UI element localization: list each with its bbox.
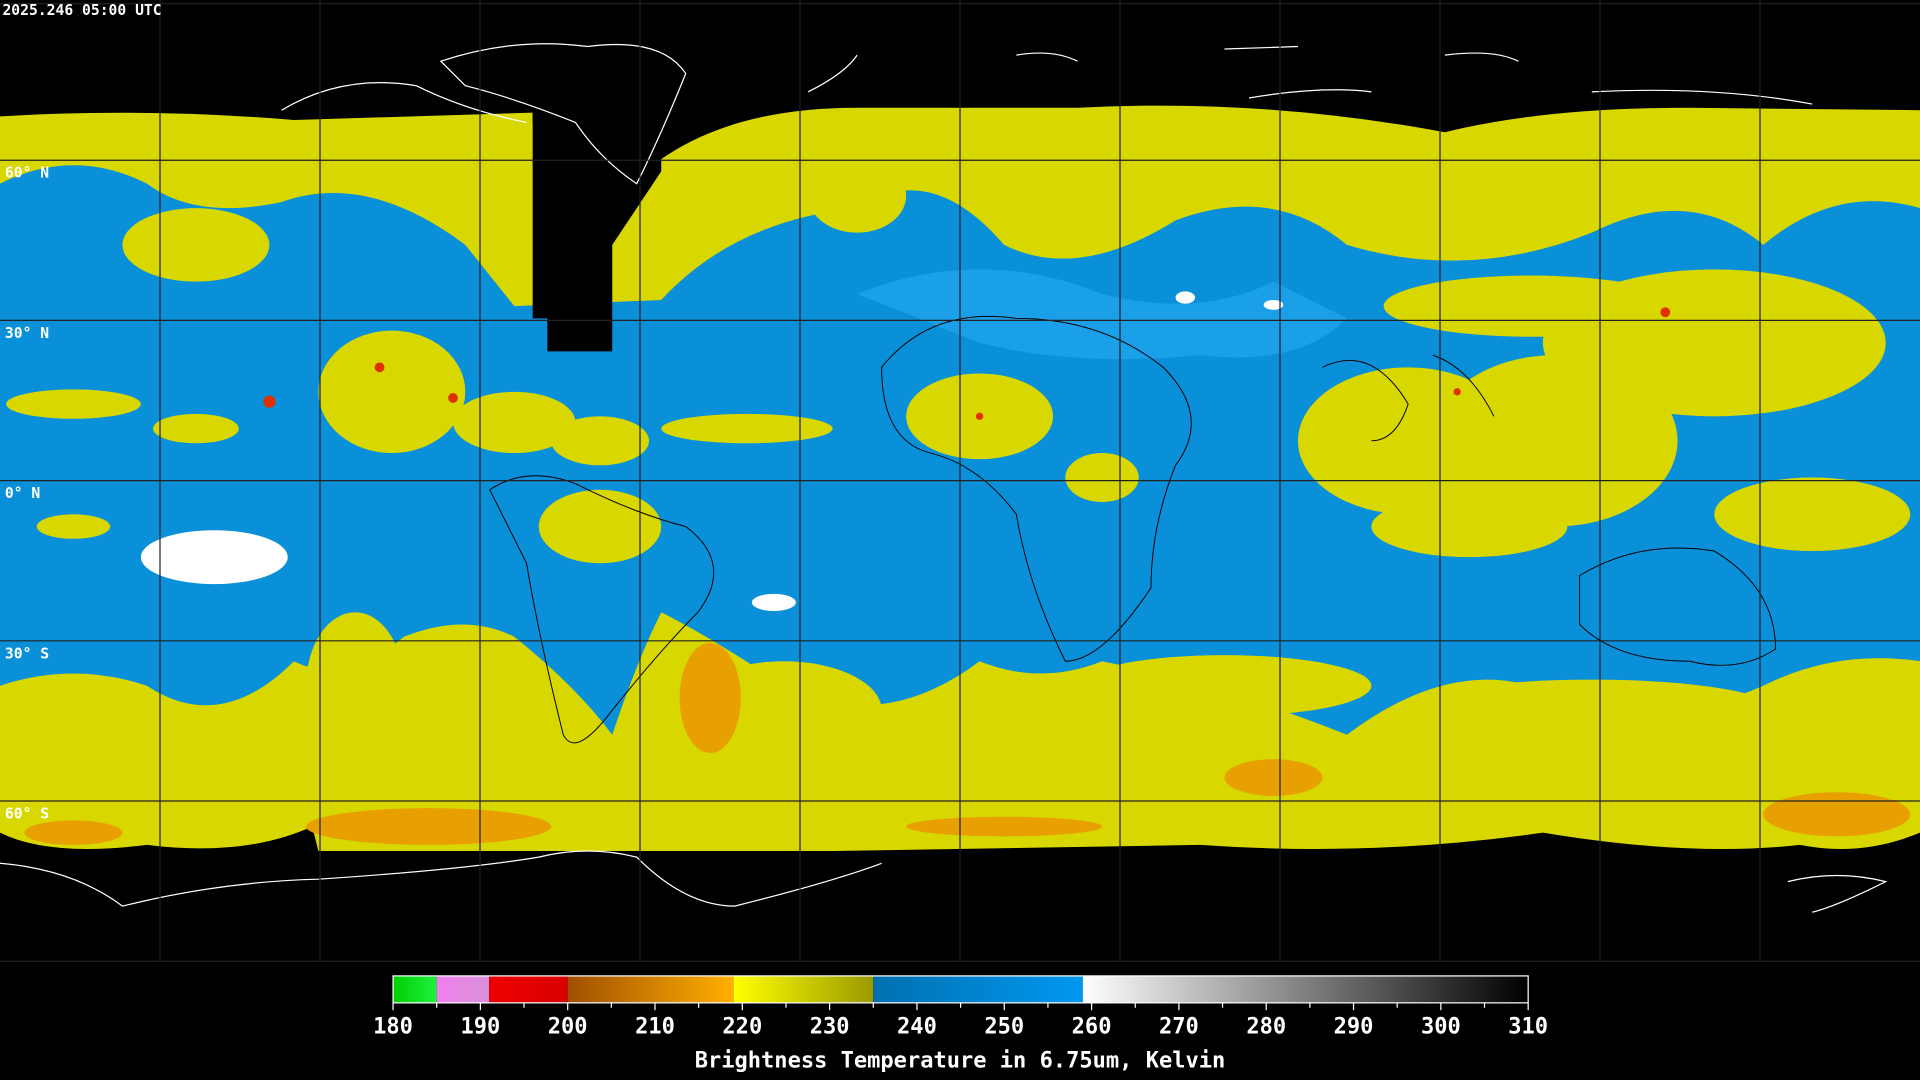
colorbar-segment [873, 975, 1083, 1003]
colorbar-segment [733, 975, 874, 1003]
colorbar-tick-label: 230 [810, 1014, 850, 1039]
colorbar-tick-label: 250 [984, 1014, 1024, 1039]
cold-cloud-top [24, 642, 1911, 845]
latitude-label: 0° N [5, 485, 40, 502]
colorbar-title: Brightness Temperature in 6.75um, Kelvin [695, 1049, 1226, 1074]
graticule [0, 0, 1920, 962]
colorbar-segment [567, 975, 734, 1003]
colorbar-tick-label: 300 [1421, 1014, 1461, 1039]
timestamp: 2025.246 05:00 UTC [2, 2, 161, 19]
colorbar-tick-label: 220 [722, 1014, 762, 1039]
latitude-labels: 60° N 30° N 0° N 30° S 60° S [5, 165, 49, 823]
deep-convection [263, 307, 1671, 420]
colorbar-tick-label: 200 [548, 1014, 588, 1039]
south-america [489, 475, 715, 744]
colorbar-tick-label: 290 [1334, 1014, 1374, 1039]
colorbar-tick-label: 210 [635, 1014, 675, 1039]
latitude-label: 30° S [5, 645, 49, 662]
convective-cloud [6, 159, 1911, 766]
arctic-coast [281, 82, 527, 124]
no-data [532, 107, 662, 352]
latitude-label: 30° N [5, 325, 49, 342]
colorbar-segment [436, 975, 490, 1003]
greenland [439, 43, 687, 185]
arctic-islands [807, 45, 1813, 105]
colorbar-tick-label: 260 [1072, 1014, 1112, 1039]
colorbar-segment [393, 975, 437, 1003]
colorbar-segment [489, 975, 568, 1003]
colorbar-tick-label: 270 [1159, 1014, 1199, 1039]
colorbar: 180 190 200 210 220 230 240 250 260 270 280 290 300 3… [373, 975, 1548, 1039]
antarctica [0, 850, 1888, 913]
colorbar-tick-label: 280 [1246, 1014, 1286, 1039]
colorbar-tick-label: 190 [460, 1014, 500, 1039]
australia [1579, 547, 1777, 666]
latitude-label: 60° S [5, 805, 49, 822]
colorbar-tick-label: 240 [897, 1014, 937, 1039]
warm-dry-spot [140, 291, 1284, 612]
colorbar-tick-label: 310 [1508, 1014, 1548, 1039]
colorbar-segment [1082, 975, 1529, 1003]
colorbar-tick-label: 180 [373, 1014, 413, 1039]
dry-region [857, 269, 1347, 360]
latitude-label: 60° N [5, 165, 49, 182]
